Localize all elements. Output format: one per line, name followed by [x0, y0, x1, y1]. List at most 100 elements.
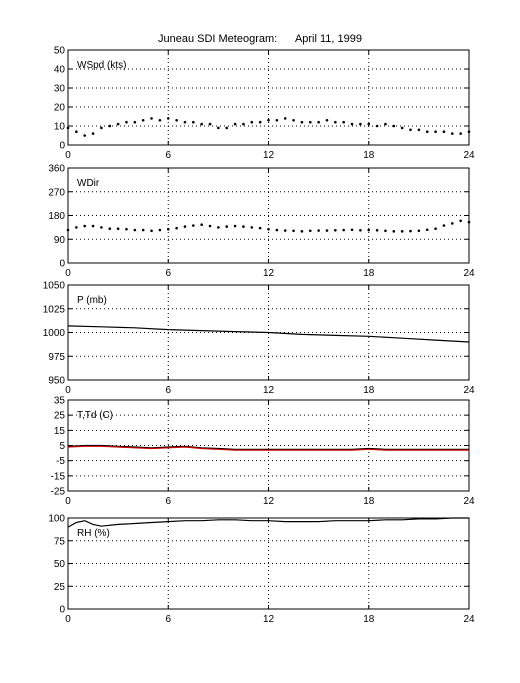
data-point — [217, 126, 220, 130]
data-point — [192, 224, 195, 227]
y-tick-label: 270 — [48, 187, 65, 198]
data-point — [292, 229, 295, 233]
data-point — [158, 119, 162, 122]
data-point — [116, 122, 120, 126]
y-tick-label: 100 — [48, 514, 65, 525]
x-tick-label: 6 — [165, 385, 171, 396]
data-point — [166, 117, 170, 120]
data-point — [200, 122, 203, 126]
data-point — [258, 226, 262, 230]
panel-label: T,Td (C) — [77, 410, 113, 421]
y-tick-label: 950 — [48, 376, 65, 387]
data-point — [308, 120, 312, 124]
data-point — [150, 229, 153, 233]
data-point — [467, 220, 471, 224]
data-point — [83, 224, 87, 228]
y-tick-label: 75 — [54, 536, 66, 547]
y-tick-label: 25 — [54, 582, 66, 593]
series-line-1 — [67, 444, 469, 450]
x-tick-label: 0 — [65, 614, 71, 625]
data-point — [125, 120, 128, 124]
x-tick-label: 24 — [463, 268, 475, 279]
y-tick-label: 0 — [59, 259, 65, 270]
x-tick-label: 18 — [363, 614, 375, 625]
x-tick-label: 24 — [463, 385, 475, 396]
data-point — [175, 119, 178, 122]
y-tick-label: 40 — [54, 65, 66, 76]
y-tick-label: 50 — [54, 46, 66, 57]
data-point — [409, 128, 412, 132]
panel-label: RH (%) — [77, 528, 110, 539]
data-point — [158, 228, 162, 232]
data-point — [359, 122, 362, 126]
data-point — [192, 120, 195, 124]
data-point — [91, 132, 95, 135]
data-point — [125, 227, 128, 231]
data-point — [225, 126, 229, 130]
data-point — [342, 228, 345, 232]
data-point — [325, 119, 329, 122]
data-point — [66, 126, 70, 130]
y-tick-label: 10 — [54, 122, 66, 133]
data-point — [409, 229, 412, 233]
data-point — [459, 132, 462, 135]
data-point — [367, 122, 371, 126]
y-tick-label: 30 — [54, 84, 66, 95]
figure-title: Juneau SDI Meteogram: April 11, 1999 — [157, 33, 363, 45]
y-tick-label: 180 — [48, 211, 65, 222]
x-tick-label: 18 — [363, 150, 375, 161]
x-tick-label: 12 — [263, 150, 275, 161]
x-tick-label: 0 — [65, 385, 71, 396]
data-point — [75, 226, 78, 229]
data-point — [359, 228, 362, 232]
data-point — [225, 225, 229, 228]
panel-label: P (mb) — [77, 295, 107, 306]
x-tick-label: 18 — [363, 496, 375, 507]
data-point — [233, 224, 237, 228]
data-point — [400, 230, 404, 233]
data-point — [166, 227, 170, 231]
data-point — [66, 228, 70, 232]
data-point — [258, 120, 262, 124]
data-point — [367, 228, 371, 232]
data-point — [384, 122, 387, 126]
data-point — [392, 230, 396, 233]
data-point — [183, 120, 187, 124]
data-point — [208, 122, 212, 126]
x-tick-label: 6 — [165, 150, 171, 161]
data-point — [108, 227, 112, 230]
x-tick-label: 0 — [65, 150, 71, 161]
x-tick-label: 0 — [65, 268, 71, 279]
data-point — [417, 229, 421, 233]
data-point — [300, 230, 304, 233]
x-tick-label: 12 — [263, 385, 275, 396]
data-point — [425, 130, 429, 133]
data-point — [150, 117, 153, 120]
data-point — [91, 224, 95, 228]
data-point — [233, 122, 237, 126]
series-line-1 — [67, 325, 470, 343]
data-point — [434, 227, 437, 230]
y-tick-label: 25 — [54, 411, 66, 422]
data-point — [459, 219, 462, 223]
x-tick-label: 12 — [263, 268, 275, 279]
data-point — [334, 120, 337, 124]
panel-label: WDir — [77, 178, 100, 189]
y-tick-label: 0 — [59, 605, 65, 616]
data-point — [217, 226, 220, 229]
data-point — [100, 226, 103, 229]
data-point — [83, 134, 87, 137]
y-tick-label: -25 — [51, 487, 66, 498]
series-line-2 — [67, 445, 469, 451]
data-point — [450, 222, 454, 225]
y-tick-label: 1000 — [43, 328, 66, 339]
data-point — [325, 229, 329, 232]
data-point — [375, 228, 379, 232]
y-tick-label: 360 — [48, 164, 65, 175]
data-point — [242, 225, 245, 228]
data-point — [392, 124, 396, 128]
data-point — [141, 228, 145, 232]
data-point — [450, 132, 454, 135]
data-point — [250, 226, 254, 229]
